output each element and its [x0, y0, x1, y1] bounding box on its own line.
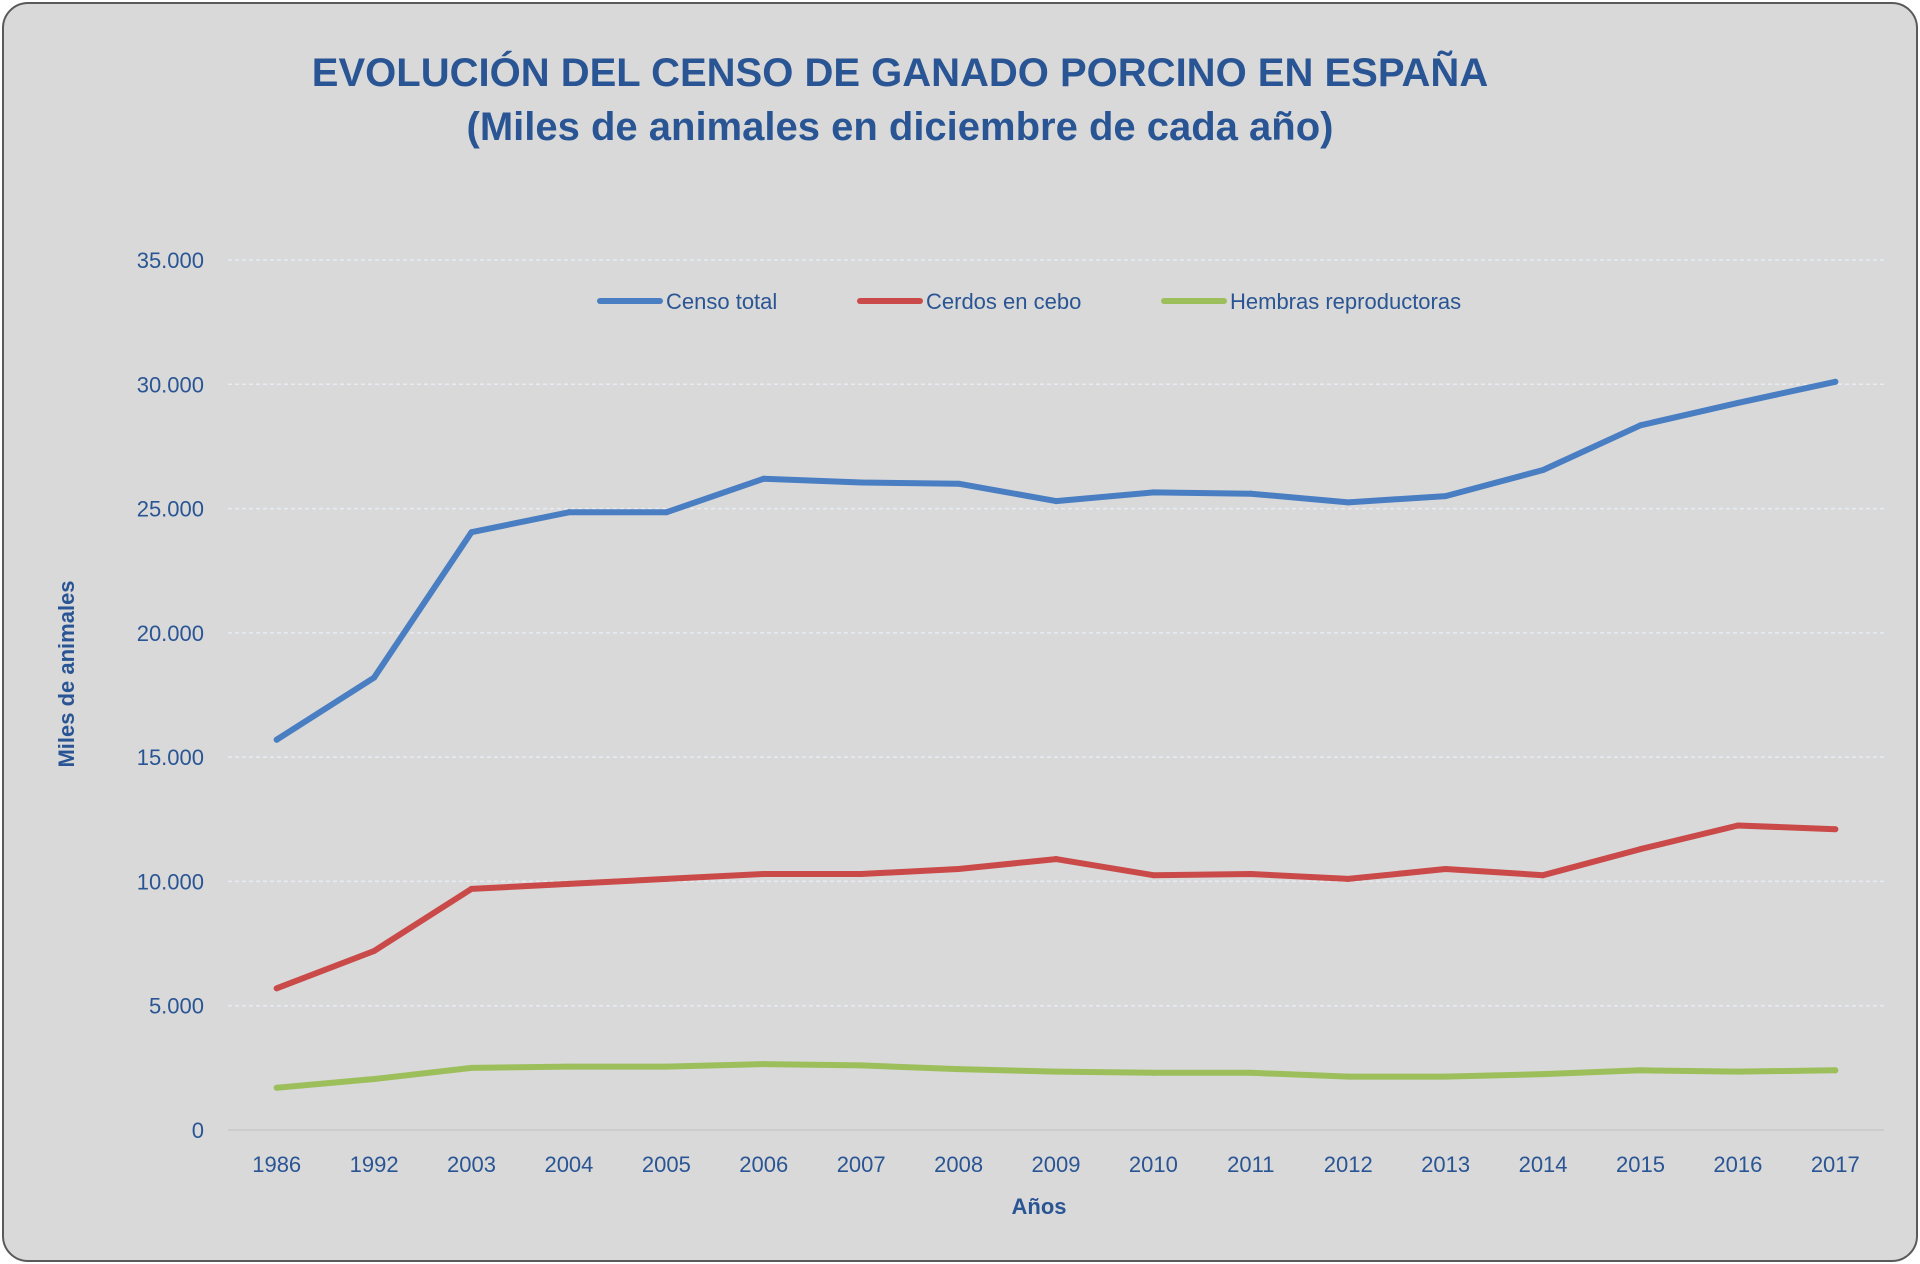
- data-point: [1345, 499, 1352, 506]
- chart-subtitle: (Miles de animales en diciembre de cada …: [467, 105, 1334, 149]
- x-tick-label: 2012: [1324, 1152, 1373, 1177]
- data-point: [1150, 1069, 1157, 1076]
- series-line: [273, 822, 1839, 992]
- data-point: [955, 480, 962, 487]
- data-point: [955, 866, 962, 872]
- legend-item: Cerdos en cebo: [857, 289, 1081, 314]
- data-point: [1637, 846, 1644, 853]
- data-point: [468, 529, 475, 536]
- data-point: [371, 1076, 378, 1083]
- x-tick-label: 2009: [1032, 1152, 1081, 1177]
- data-point: [760, 870, 767, 877]
- data-point: [371, 948, 378, 955]
- line-chart: EVOLUCIÓN DEL CENSO DE GANADO PORCINO EN…: [54, 49, 1884, 1219]
- x-tick-label: 2010: [1129, 1152, 1178, 1177]
- data-point: [565, 509, 572, 516]
- data-point: [273, 1084, 280, 1091]
- x-tick-label: 2014: [1519, 1152, 1568, 1177]
- data-point: [955, 1066, 962, 1073]
- series-3: [273, 1061, 1839, 1091]
- data-point: [1247, 490, 1254, 497]
- series-line: [273, 378, 1839, 743]
- y-tick-label: 25.000: [137, 497, 204, 522]
- data-point: [858, 1062, 865, 1069]
- data-point: [468, 1064, 475, 1071]
- data-point: [1247, 870, 1254, 877]
- x-tick-label: 1992: [350, 1152, 399, 1177]
- series-2: [273, 822, 1839, 992]
- chart-title: EVOLUCIÓN DEL CENSO DE GANADO PORCINO EN…: [312, 49, 1488, 95]
- data-point: [371, 674, 378, 681]
- data-point: [273, 985, 280, 992]
- data-point: [1053, 856, 1059, 863]
- data-point: [1345, 875, 1352, 882]
- x-tick-label: 2017: [1811, 1152, 1860, 1177]
- data-point: [1540, 872, 1547, 879]
- data-point: [1540, 467, 1547, 474]
- data-point: [565, 880, 572, 887]
- x-tick-label: 2013: [1421, 1152, 1470, 1177]
- data-point: [1734, 1068, 1741, 1075]
- x-tick-label: 2011: [1227, 1152, 1274, 1177]
- data-point: [1734, 399, 1741, 406]
- legend-item: Censo total: [597, 289, 777, 314]
- data-point: [1053, 498, 1059, 505]
- data-point: [1832, 826, 1839, 833]
- data-point: [663, 1063, 670, 1070]
- data-point: [1540, 1071, 1547, 1078]
- data-point: [1150, 872, 1157, 879]
- series-lines: [273, 378, 1839, 1091]
- legend-label: Censo total: [666, 289, 777, 314]
- legend-item: Hembras reproductoras: [1161, 289, 1461, 314]
- data-point: [760, 1061, 767, 1068]
- data-point: [1247, 1069, 1254, 1076]
- data-point: [1637, 1067, 1644, 1074]
- data-point: [1345, 1073, 1352, 1080]
- y-tick-label: 0: [192, 1118, 204, 1143]
- data-point: [1150, 489, 1157, 496]
- x-tick-label: 2004: [544, 1152, 593, 1177]
- data-point: [1637, 422, 1644, 429]
- x-tick-label: 2005: [642, 1152, 691, 1177]
- y-tick-label: 10.000: [137, 869, 204, 894]
- data-point: [1832, 1067, 1839, 1074]
- x-tick-label: 2016: [1713, 1152, 1762, 1177]
- data-point: [1053, 1068, 1059, 1075]
- data-point: [663, 509, 670, 516]
- x-tick-label: 2007: [837, 1152, 886, 1177]
- data-point: [1442, 866, 1449, 872]
- x-tick-label: 2008: [934, 1152, 983, 1177]
- legend: Censo total Cerdos en cebo Hembras reprodu…: [597, 289, 1461, 314]
- gridlines: [228, 259, 1884, 1131]
- y-axis-ticks: 0 5.000 10.000 15.000 20.000 25.000 30.000 35.0…: [137, 248, 204, 1143]
- y-tick-label: 30.000: [137, 372, 204, 397]
- x-axis-title: Años: [1012, 1194, 1067, 1219]
- x-tick-label: 1986: [252, 1152, 301, 1177]
- legend-label: Hembras reproductoras: [1230, 289, 1461, 314]
- data-point: [1442, 493, 1449, 500]
- data-point: [1442, 1073, 1449, 1080]
- series-line: [273, 1061, 1839, 1091]
- legend-label: Cerdos en cebo: [926, 289, 1081, 314]
- data-point: [663, 875, 670, 882]
- data-point: [273, 736, 280, 743]
- y-tick-label: 5.000: [149, 994, 204, 1019]
- data-point: [858, 870, 865, 877]
- data-point: [760, 475, 767, 482]
- x-tick-label: 2003: [447, 1152, 496, 1177]
- data-point: [858, 479, 865, 486]
- x-axis-ticks: 1986 1992 2003 2004 2005 2006 2007 2008 2009 2010…: [252, 1152, 1860, 1177]
- series-1: [273, 378, 1839, 743]
- data-point: [1832, 378, 1839, 385]
- data-point: [565, 1063, 572, 1070]
- y-tick-label: 15.000: [137, 745, 204, 770]
- x-tick-label: 2006: [739, 1152, 788, 1177]
- y-tick-label: 20.000: [137, 621, 204, 646]
- data-point: [468, 885, 475, 892]
- y-axis-title: Miles de animales: [54, 580, 79, 767]
- data-point: [1734, 822, 1741, 829]
- y-tick-label: 35.000: [137, 248, 204, 273]
- x-tick-label: 2015: [1616, 1152, 1665, 1177]
